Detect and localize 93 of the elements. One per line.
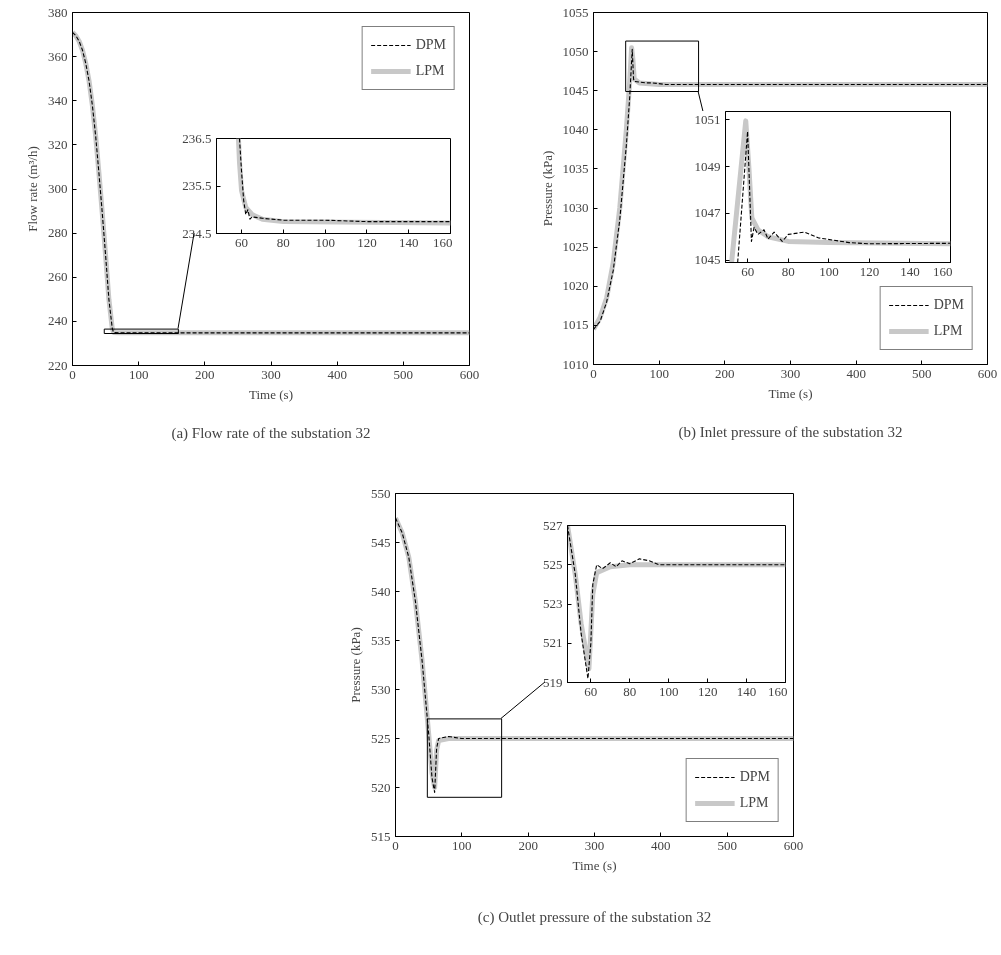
y-tick-label: 535 [371, 632, 391, 648]
x-tick-label: 500 [912, 365, 932, 381]
x-tick-label: 300 [261, 366, 281, 382]
x-tick-label: 300 [584, 837, 605, 853]
x-tick-label: 100 [658, 683, 679, 699]
x-axis-title: Time (s) [572, 857, 617, 873]
x-tick-label: 0 [590, 365, 597, 381]
x-tick-label: 100 [819, 263, 839, 279]
x-tick-label: 300 [780, 365, 801, 381]
y-tick-label: 1030 [562, 200, 589, 216]
y-tick-label: 1051 [694, 111, 721, 127]
y-tick-label: 360 [48, 48, 68, 64]
x-tick-label: 140 [398, 234, 419, 250]
y-tick-label: 1050 [562, 43, 589, 59]
x-tick-label: 80 [781, 263, 795, 279]
y-tick-label: 550 [371, 485, 391, 501]
y-tick-label: 1055 [562, 4, 589, 20]
y-tick-label: 515 [371, 828, 391, 844]
y-tick-label: 525 [543, 556, 563, 572]
x-tick-label: 400 [846, 365, 866, 381]
y-tick-label: 1049 [694, 158, 721, 174]
x-tick-label: 160 [768, 683, 788, 699]
x-tick-label: 140 [736, 683, 757, 699]
y-tick-label: 280 [48, 225, 68, 241]
x-tick-label: 200 [715, 365, 735, 381]
y-tick-label: 520 [371, 779, 391, 795]
x-tick-label: 100 [128, 366, 149, 382]
y-tick-label: 320 [48, 136, 68, 152]
x-tick-label: 0 [392, 837, 399, 853]
legend-label: DPM [933, 297, 964, 313]
y-tick-label: 1020 [562, 278, 589, 294]
y-tick-label: 1010 [562, 356, 589, 372]
x-tick-label: 80 [276, 234, 290, 250]
legend-label: LPM [739, 795, 769, 811]
x-tick-label: 80 [623, 683, 637, 699]
y-tick-label: 1025 [562, 239, 589, 255]
y-tick-label: 1045 [694, 252, 721, 268]
y-tick-label: 521 [543, 635, 563, 651]
y-axis-title: Pressure (kPa) [539, 150, 555, 227]
y-axis-title: Pressure (kPa) [348, 627, 363, 703]
x-tick-label: 140 [900, 263, 920, 279]
y-tick-label: 380 [48, 4, 68, 20]
x-tick-label: 600 [977, 365, 998, 381]
y-axis-title: Flow rate (m³/h) [25, 146, 40, 232]
x-tick-label: 400 [327, 366, 347, 382]
y-tick-label: 235.5 [182, 178, 212, 193]
y-tick-label: 236.5 [182, 130, 212, 146]
x-axis-title: Time (s) [768, 385, 813, 401]
y-tick-label: 340 [48, 92, 68, 108]
x-axis-title: Time (s) [249, 386, 293, 402]
legend-label: LPM [933, 323, 963, 339]
x-tick-label: 0 [69, 366, 76, 382]
x-tick-label: 120 [697, 683, 718, 699]
text: (b) Inlet pressure of the substation 32 [678, 423, 903, 441]
y-tick-label: 234.5 [182, 225, 212, 241]
legend-label: DPM [415, 37, 446, 53]
y-tick-label: 540 [371, 583, 391, 599]
x-tick-label: 500 [393, 366, 414, 382]
y-tick-label: 300 [48, 181, 68, 196]
y-tick-label: 1047 [694, 205, 721, 221]
y-tick-label: 260 [48, 269, 68, 285]
x-tick-label: 200 [518, 837, 538, 853]
y-tick-label: 220 [48, 357, 68, 373]
x-tick-label: 600 [459, 366, 480, 382]
y-tick-label: 525 [371, 730, 391, 746]
y-tick-label: 530 [371, 681, 391, 697]
y-tick-label: 240 [48, 313, 68, 329]
x-tick-label: 400 [651, 837, 671, 853]
text: (a) Flow rate of the substation 32 [171, 424, 371, 442]
text: (c) Outlet pressure of the substation 32 [477, 908, 712, 926]
x-tick-label: 100 [315, 234, 335, 250]
y-tick-label: 1045 [562, 82, 589, 98]
x-tick-label: 60 [741, 263, 755, 279]
x-tick-label: 160 [433, 234, 453, 250]
x-tick-label: 600 [783, 837, 804, 853]
x-tick-label: 120 [859, 263, 880, 279]
x-tick-label: 100 [649, 365, 669, 381]
x-tick-label: 200 [195, 366, 215, 382]
y-tick-label: 1015 [562, 317, 589, 333]
y-tick-label: 519 [543, 674, 563, 690]
x-tick-label: 120 [357, 234, 377, 250]
y-tick-label: 523 [543, 596, 563, 611]
x-tick-label: 60 [235, 234, 249, 250]
legend-label: LPM [415, 63, 445, 79]
legend-label: DPM [739, 769, 770, 785]
x-tick-label: 500 [717, 837, 737, 853]
x-tick-label: 60 [584, 683, 598, 699]
y-tick-label: 1040 [562, 121, 589, 137]
y-tick-label: 545 [371, 534, 391, 550]
y-tick-label: 527 [543, 517, 563, 533]
y-tick-label: 1035 [562, 160, 589, 176]
x-tick-label: 160 [933, 263, 953, 279]
x-tick-label: 100 [452, 837, 472, 853]
